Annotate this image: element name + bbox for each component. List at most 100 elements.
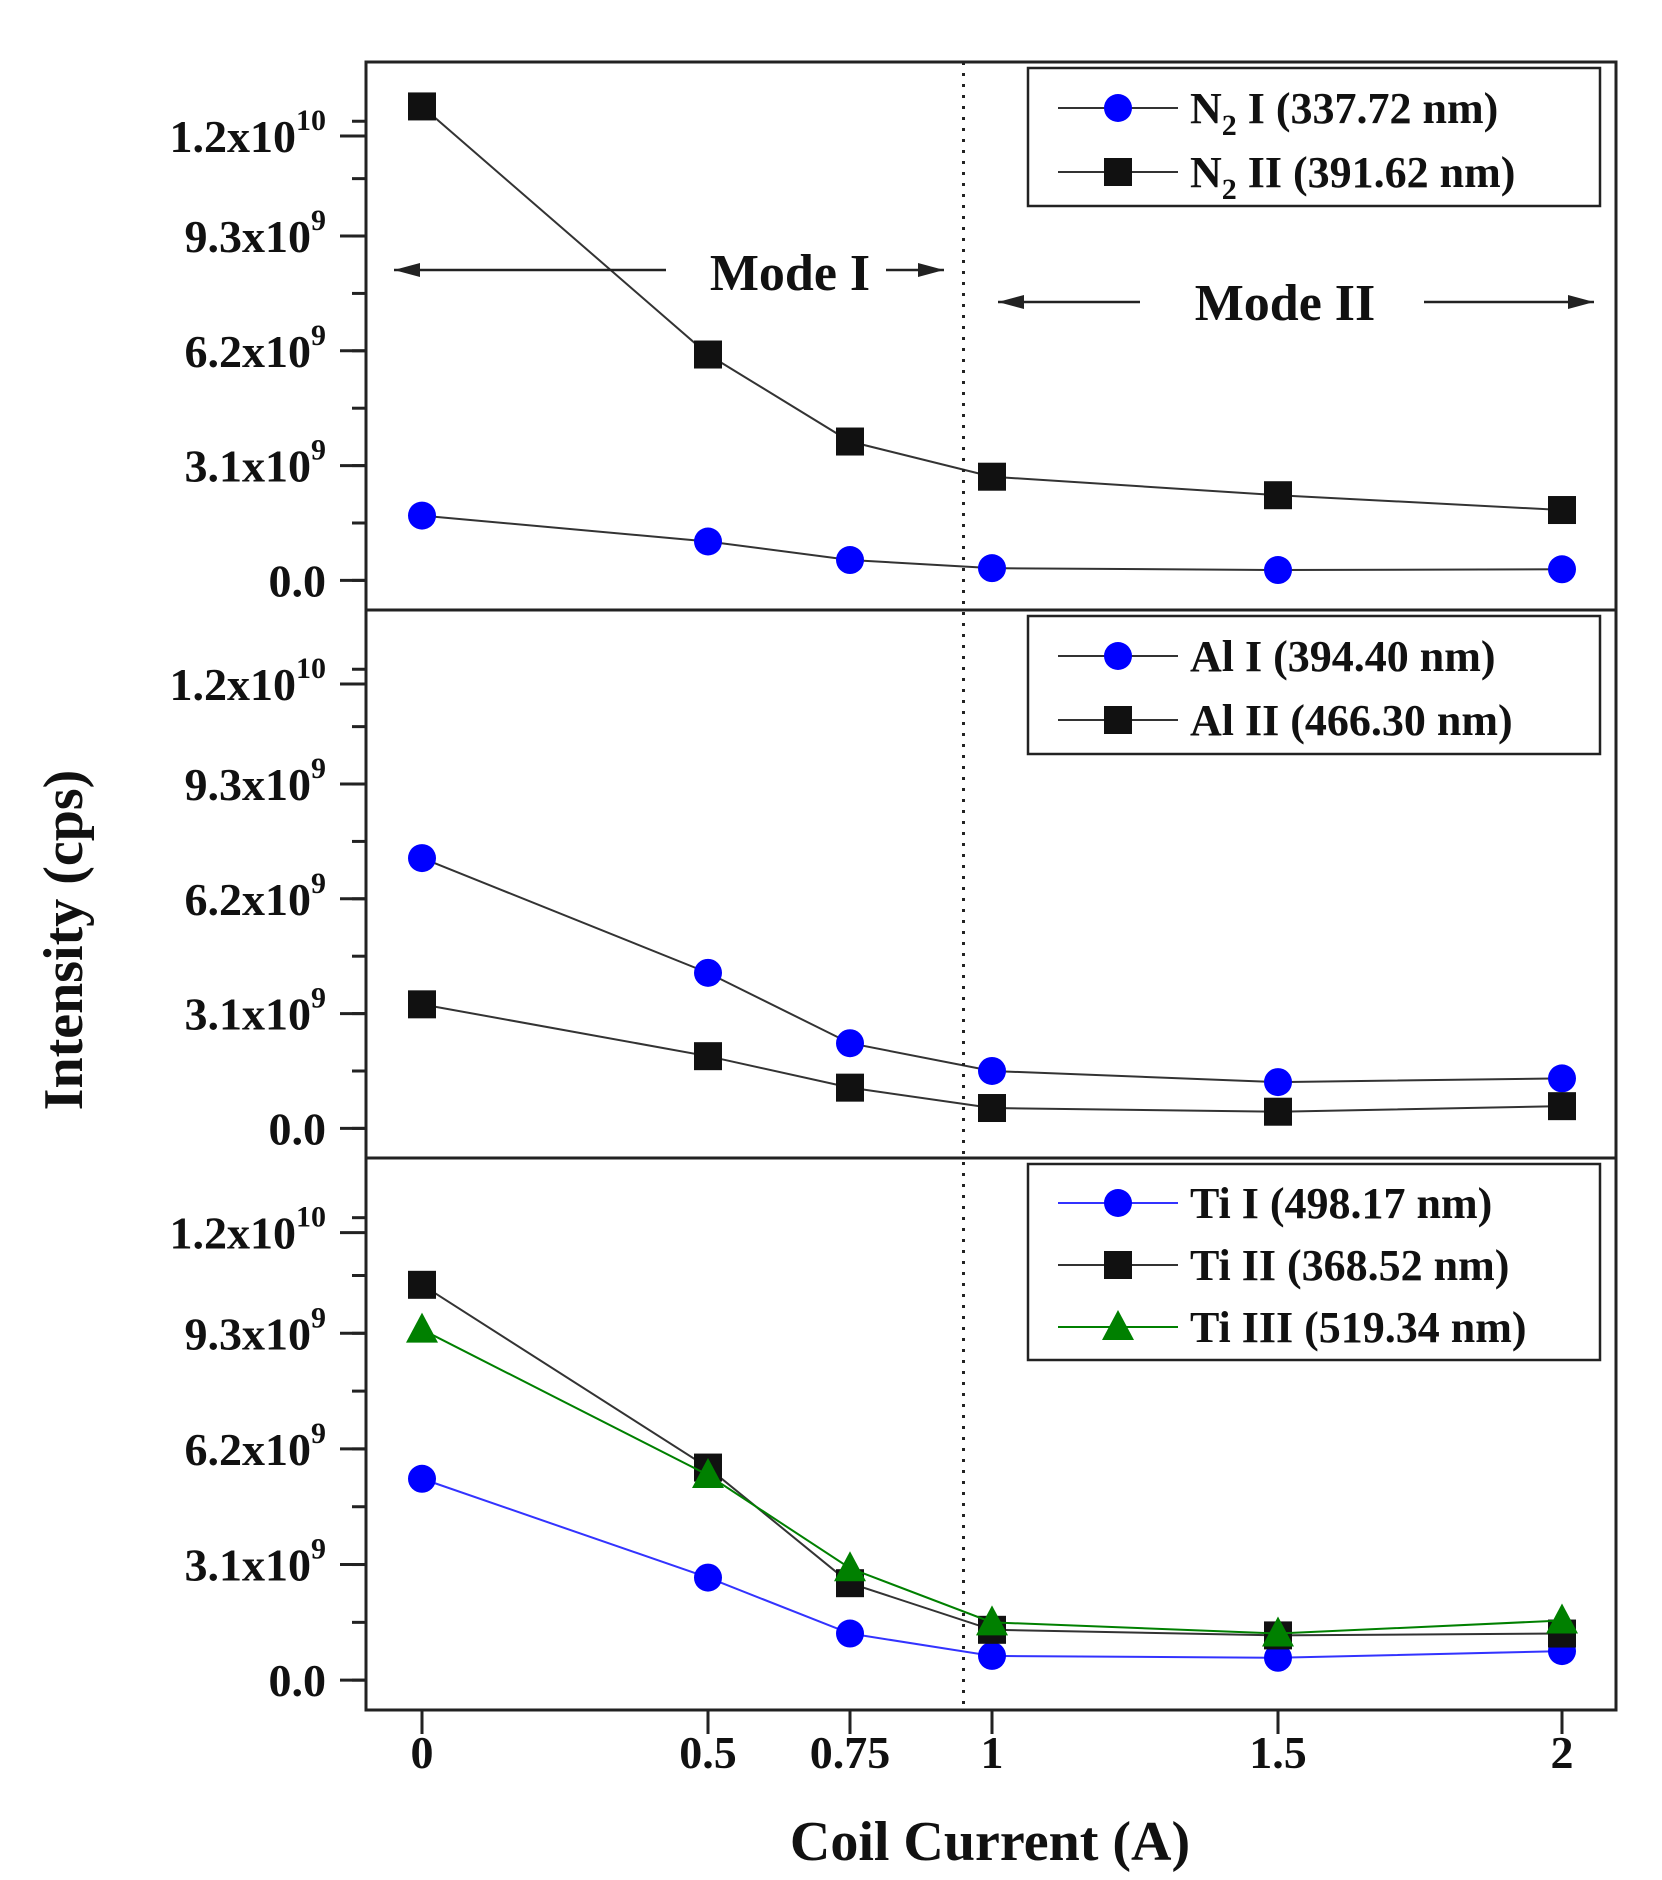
data-point — [834, 1551, 866, 1582]
y-tick-label: 1.2x1010 — [170, 104, 327, 162]
data-point — [1546, 1603, 1578, 1634]
data-point — [1548, 555, 1576, 584]
legend-marker — [1104, 1189, 1132, 1217]
data-point — [978, 1056, 1006, 1085]
data-point — [692, 1458, 724, 1489]
series-2-2 — [408, 990, 1576, 1126]
mode-1-arrowhead-right — [918, 263, 944, 277]
series-line — [421, 514, 1563, 572]
legend: Ti I (498.17 nm) Ti II (368.52 nm) Ti III … — [1026, 1162, 1602, 1362]
y-axis-title: Intensity (cps) — [33, 770, 95, 1111]
data-point — [1262, 1616, 1294, 1647]
x-tick-label: 2 — [1551, 1727, 1574, 1778]
data-point — [978, 1641, 1006, 1670]
legend-label: Ti I (498.17 nm) — [1190, 1179, 1492, 1228]
data-point — [406, 1312, 438, 1343]
y-tick-label: 9.3x109 — [185, 752, 327, 810]
plot-root: 0.0 3.1x109 6.2x109 9.3x109 1.2x1010 N2 I (33… — [170, 60, 1618, 1778]
legend-label: Al I (394.40 nm) — [1190, 632, 1496, 681]
series-line — [421, 105, 1563, 512]
panel-2: 0.0 3.1x109 6.2x109 9.3x109 1.2x1010 Al I (39… — [170, 608, 1618, 1160]
legend-label: N2 II (391.62 nm) — [1190, 148, 1515, 206]
data-point — [978, 1094, 1006, 1123]
y-tick-label: 0.0 — [269, 555, 327, 606]
y-tick-label: 0.0 — [269, 1103, 327, 1154]
y-tick-label: 3.1x109 — [185, 434, 327, 492]
mode-2-label: Mode II — [1195, 275, 1376, 332]
mode-1-label: Mode I — [710, 245, 870, 302]
x-tick-label: 0.75 — [810, 1727, 891, 1778]
panel-3: 0.0 3.1x109 6.2x109 9.3x109 1.2x1010 0 0.5 0.75… — [170, 1156, 1618, 1778]
legend: Al I (394.40 nm) Al II (466.30 nm) — [1026, 614, 1602, 756]
data-point — [1548, 496, 1576, 525]
legend: N2 I (337.72 nm) N2 II (391.62 nm) — [1026, 66, 1602, 208]
series-line — [421, 1328, 1563, 1635]
data-point — [694, 1563, 722, 1592]
y-tick-label: 1.2x1010 — [170, 652, 327, 710]
data-point — [1548, 1092, 1576, 1121]
data-point — [1548, 1064, 1576, 1093]
data-point — [694, 340, 722, 369]
x-tick-label: 1.5 — [1249, 1727, 1307, 1778]
legend-label: N2 I (337.72 nm) — [1190, 84, 1498, 142]
x-tick-label: 0.5 — [679, 1727, 737, 1778]
legend-marker — [1104, 94, 1132, 122]
data-point — [1264, 1643, 1292, 1672]
legend-marker — [1104, 158, 1132, 186]
series-3-3 — [406, 1312, 1578, 1647]
y-tick-label: 9.3x109 — [185, 204, 327, 262]
data-point — [1264, 556, 1292, 585]
data-point — [694, 527, 722, 556]
series-2-1 — [408, 844, 1576, 1097]
legend-label: Ti III (519.34 nm) — [1190, 1303, 1527, 1352]
data-point — [408, 92, 436, 121]
x-axis-title: Coil Current (A) — [790, 1811, 1190, 1873]
data-point — [1264, 481, 1292, 510]
data-point — [408, 501, 436, 530]
series-1-1 — [408, 501, 1576, 585]
data-point — [408, 990, 436, 1019]
y-tick-label: 6.2x109 — [185, 867, 327, 925]
mode-2-arrowhead-right — [1568, 295, 1594, 309]
legend-marker — [1104, 642, 1132, 670]
y-tick-label: 3.1x109 — [185, 1533, 327, 1591]
data-point — [836, 1073, 864, 1102]
legend-marker — [1104, 1251, 1132, 1279]
mode-1-arrowhead-left — [394, 263, 420, 277]
panel-1: 0.0 3.1x109 6.2x109 9.3x109 1.2x1010 N2 I (33… — [170, 60, 1618, 612]
data-point — [836, 427, 864, 456]
mode-annotations: Mode I Mode II — [394, 245, 1594, 332]
data-point — [408, 1464, 436, 1493]
legend-label: Al II (466.30 nm) — [1190, 696, 1513, 745]
legend-marker — [1102, 1310, 1134, 1340]
data-point — [408, 1270, 436, 1299]
y-tick-label: 1.2x1010 — [170, 1201, 327, 1259]
data-point — [408, 844, 436, 873]
y-tick-label: 0.0 — [269, 1655, 327, 1706]
data-point — [836, 1029, 864, 1058]
legend-label: Ti II (368.52 nm) — [1190, 1241, 1509, 1290]
data-point — [1264, 1068, 1292, 1097]
data-point — [978, 462, 1006, 491]
series-line — [421, 1003, 1563, 1113]
data-point — [836, 546, 864, 575]
data-point — [694, 1042, 722, 1071]
y-tick-label: 3.1x109 — [185, 982, 327, 1040]
data-point — [978, 554, 1006, 583]
data-point — [694, 958, 722, 987]
y-tick-label: 6.2x109 — [185, 319, 327, 377]
legend-marker — [1104, 706, 1132, 734]
data-point — [976, 1605, 1008, 1636]
y-tick-label: 6.2x109 — [185, 1417, 327, 1475]
data-point — [836, 1619, 864, 1648]
series-line — [421, 1283, 1563, 1637]
mode-2-arrowhead-left — [998, 295, 1024, 309]
series-line — [421, 857, 1563, 1084]
y-tick-label: 9.3x109 — [185, 1301, 327, 1359]
series-1-2 — [408, 92, 1576, 525]
x-tick-label: 0 — [411, 1727, 434, 1778]
data-point — [1264, 1097, 1292, 1126]
x-tick-label: 1 — [981, 1727, 1004, 1778]
series-line — [421, 1477, 1563, 1659]
